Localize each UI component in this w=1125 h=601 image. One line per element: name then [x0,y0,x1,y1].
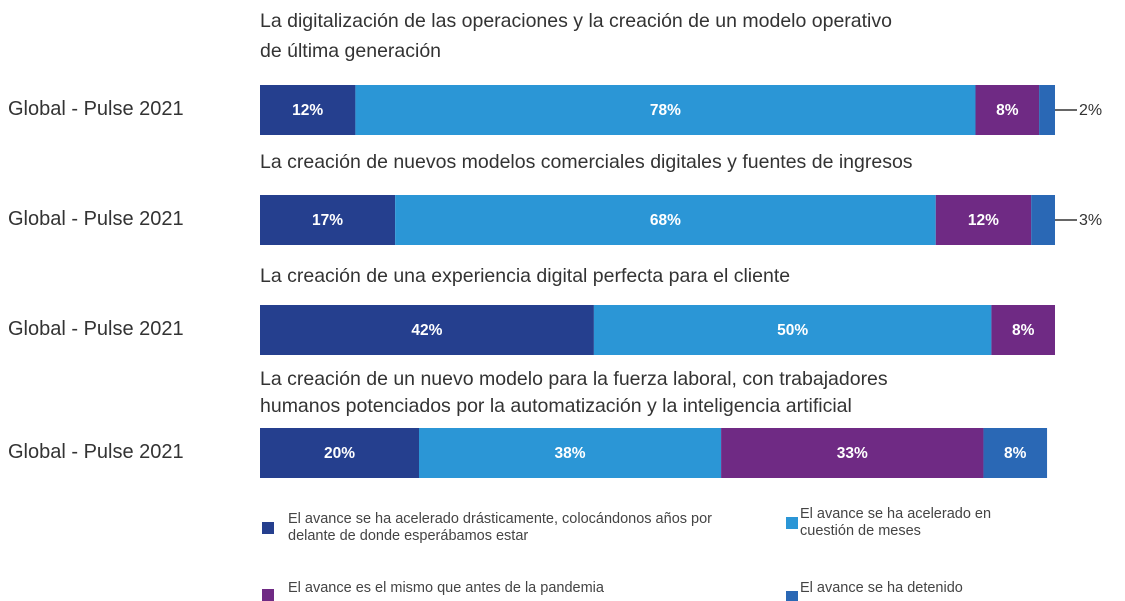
bar-segment [1031,195,1055,245]
legend-label: El avance se ha acelerado drásticamente,… [288,511,712,544]
value-label: 12% [968,212,999,229]
value-label: 68% [650,212,681,229]
category-label: Global - Pulse 2021 [8,441,184,463]
bar-segment [975,85,1040,135]
bar-segment [260,195,396,245]
value-label: 78% [650,102,681,119]
category-label: Global - Pulse 2021 [8,98,184,120]
group-title: de última generación [260,40,442,62]
value-label: 50% [777,322,808,339]
legend-swatch [262,589,274,601]
legend-label: El avance se ha detenido [800,580,963,596]
value-label: 42% [411,322,442,339]
bar-segment [355,85,976,135]
bar-segment [721,428,984,478]
legend-label: El avance es el mismo que antes de la pa… [288,580,604,596]
value-label: 8% [1004,445,1027,462]
legend-swatch [786,517,798,529]
bar-segment [935,195,1032,245]
group-title: humanos potenciados por la automatizació… [260,395,852,417]
category-label: Global - Pulse 2021 [8,318,184,340]
group-title: La creación de un nuevo modelo para la f… [260,368,888,390]
value-label: 17% [312,212,343,229]
bar-segment [260,428,419,478]
legend-swatch [786,591,798,601]
bar-segment [260,85,356,135]
bar-segment [260,305,594,355]
value-label: 38% [555,445,586,462]
bar-segment [395,195,936,245]
legend-swatch [262,522,274,534]
bar-segment [419,428,722,478]
group-title: La creación de una experiencia digital p… [260,265,791,287]
bar-segment [1039,85,1055,135]
bar-segment [593,305,992,355]
group-title: La creación de nuevos modelos comerciale… [260,151,913,173]
bar-segment [983,428,1048,478]
value-label: 8% [996,102,1019,119]
category-label: Global - Pulse 2021 [8,208,184,230]
value-label: 3% [1079,212,1102,229]
value-label: 2% [1079,102,1102,119]
value-label: 12% [292,102,323,119]
bar-segment [991,305,1055,355]
group-title: La digitalización de las operaciones y l… [260,10,892,32]
value-label: 33% [837,445,868,462]
value-label: 8% [1012,322,1035,339]
value-label: 20% [324,445,355,462]
legend-label: El avance se ha acelerado en cuestión de… [800,506,992,539]
